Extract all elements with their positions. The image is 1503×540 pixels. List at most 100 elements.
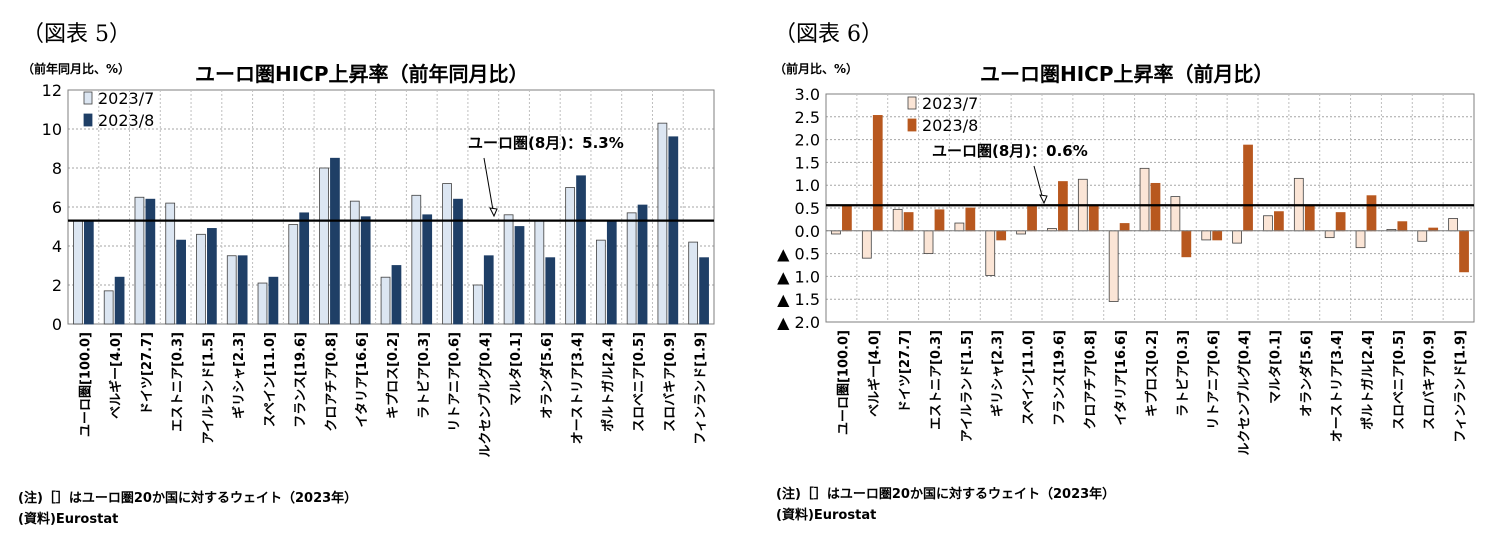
annotation-arrowhead — [489, 207, 498, 218]
bar-2023-8 — [114, 276, 125, 325]
bar-2023-8 — [360, 216, 371, 325]
bar-2023-7 — [103, 290, 114, 325]
figure-label: （図表 5） — [22, 22, 131, 47]
y-tick-label: 12 — [42, 81, 62, 100]
bar-2023-8 — [1304, 205, 1315, 232]
bar-2023-8 — [1027, 206, 1037, 232]
note-source: (資料)Eurostat — [18, 512, 119, 527]
x-tick-label: ポルトガル[2.4] — [600, 332, 616, 432]
x-tick-label: フランス[19.6] — [294, 332, 309, 428]
x-tick-label: フランス[19.6] — [1052, 330, 1067, 426]
annotation-arrowhead — [1039, 194, 1048, 205]
bar-2023-8 — [330, 157, 340, 325]
bar-2023-8 — [1212, 230, 1223, 241]
bar-2023-8 — [637, 204, 648, 325]
note-weight: (注)［］はユーロ圏20か国に対するウェイト（2023年） — [776, 487, 1116, 502]
figure-label: （図表 6） — [774, 22, 883, 47]
x-tick-label: ユーロ圏[100.0] — [78, 332, 93, 437]
bar-2023-8 — [668, 136, 679, 325]
chart-title: ユーロ圏HICP上昇率（前月比） — [980, 62, 1274, 86]
bar-2023-7 — [1417, 230, 1428, 242]
x-tick-label: マルタ[0.1] — [1268, 330, 1283, 404]
legend-swatch — [907, 118, 917, 132]
y-tick-label: ▲ 1.0 — [777, 267, 820, 286]
bar-2023-7 — [257, 282, 268, 325]
bar-2023-7 — [626, 212, 637, 325]
y-tick-label: 1.0 — [795, 176, 820, 195]
bar-2023-8 — [699, 257, 709, 325]
x-tick-label: スペイン[11.0] — [1022, 330, 1037, 425]
x-tick-label: アイルランド[1.5] — [960, 330, 975, 442]
y-tick-label: ▲ 0.5 — [777, 245, 820, 264]
bar-2023-8 — [576, 175, 586, 325]
bar-2023-7 — [1232, 230, 1242, 244]
reference-annotation: ユーロ圏(8月)：0.6% — [932, 142, 1088, 160]
x-tick-label: リトアニア[0.6] — [1207, 330, 1222, 430]
y-tick-label: 1.5 — [795, 153, 820, 172]
reference-annotation: ユーロ圏(8月)：5.3% — [468, 134, 624, 152]
x-tick-label: スロバキア[0.9] — [663, 332, 678, 432]
x-tick-label: クロアチア[0.8] — [324, 332, 339, 432]
bar-2023-7 — [319, 167, 329, 325]
bar-2023-8 — [1397, 221, 1408, 232]
bar-2023-7 — [1263, 215, 1273, 232]
y-tick-label: 2 — [52, 276, 62, 295]
bar-2023-7 — [196, 233, 206, 325]
x-tick-label: スロベニア[0.5] — [1392, 330, 1407, 430]
y-tick-label: 0.5 — [795, 199, 820, 218]
bar-2023-8 — [483, 255, 494, 325]
x-tick-label: スロベニア[0.5] — [632, 332, 647, 432]
bar-2023-7 — [1324, 230, 1335, 239]
bar-2023-8 — [1119, 223, 1130, 232]
bar-2023-7 — [596, 239, 606, 325]
x-tick-label: クロアチア[0.8] — [1083, 330, 1098, 430]
bar-2023-7 — [565, 187, 575, 325]
x-tick-label: ユーロ圏[100.0] — [836, 330, 851, 435]
chart-panel-left: （図表 5） （前年同月比、%） ユーロ圏HICP上昇率（前年同月比） 0 2 4 6… — [0, 0, 751, 540]
bar-2023-8 — [903, 212, 914, 232]
bar-2023-7 — [1355, 230, 1366, 249]
bar-2023-8 — [145, 198, 156, 325]
x-tick-label: オーストリア[3.4] — [1330, 330, 1345, 442]
bar-2023-8 — [453, 198, 463, 325]
x-tick-label: イタリア[16.6] — [355, 332, 370, 427]
unit-label: （前月比、%） — [774, 62, 859, 76]
x-tick-label: スロバキア[0.9] — [1423, 330, 1438, 430]
legend-swatch — [907, 96, 917, 110]
y-tick-label: 2.5 — [795, 108, 820, 127]
bar-2023-8 — [934, 209, 945, 232]
bar-2023-8 — [422, 214, 433, 325]
bar-2023-8 — [1335, 212, 1346, 232]
bar-2023-8 — [1459, 230, 1469, 273]
y-tick-label: 0 — [52, 315, 62, 334]
bar-2023-7 — [442, 183, 452, 325]
bar-2023-7 — [472, 284, 483, 325]
x-tick-label: ドイツ[27.7] — [898, 330, 913, 413]
x-tick-label: アイルランド[1.5] — [201, 332, 216, 444]
y-tick-label: 0.0 — [795, 222, 820, 241]
x-tick-label: ラトビア[0.3] — [1175, 330, 1191, 417]
bar-2023-7 — [688, 241, 699, 325]
bar-2023-8 — [299, 212, 310, 325]
x-tick-label: キプロス[0.2] — [386, 332, 401, 419]
chart-plot-left: 0 2 4 6 8 10 12 ユーロ圏(8月)：5.3% 2023/7 2023/8 ユーロ圏[1… — [42, 81, 715, 458]
x-tick-label: リトアニア[0.6] — [448, 332, 463, 432]
x-tick-label: ドイツ[27.7] — [140, 332, 155, 415]
bar-2023-7 — [1108, 230, 1119, 302]
legend-label: 2023/8 — [98, 111, 154, 130]
bar-2023-8 — [1150, 182, 1161, 232]
bar-2023-8 — [1366, 195, 1377, 232]
bar-2023-8 — [842, 204, 852, 232]
bar-2023-8 — [872, 115, 883, 232]
x-tick-label: ベルギー[4.0] — [108, 332, 124, 419]
bar-2023-7 — [73, 220, 83, 325]
bar-2023-7 — [134, 196, 145, 325]
bar-2023-7 — [534, 220, 545, 325]
bar-2023-8 — [1088, 205, 1099, 232]
x-tick-label: ギリシャ[2.3] — [231, 332, 247, 419]
bar-2023-7 — [985, 230, 996, 276]
x-tick-label: フィンランド[1.9] — [694, 332, 709, 445]
bar-2023-7 — [226, 255, 237, 325]
chart-title: ユーロ圏HICP上昇率（前年同月比） — [195, 62, 529, 86]
plot-area-frame — [67, 89, 715, 325]
